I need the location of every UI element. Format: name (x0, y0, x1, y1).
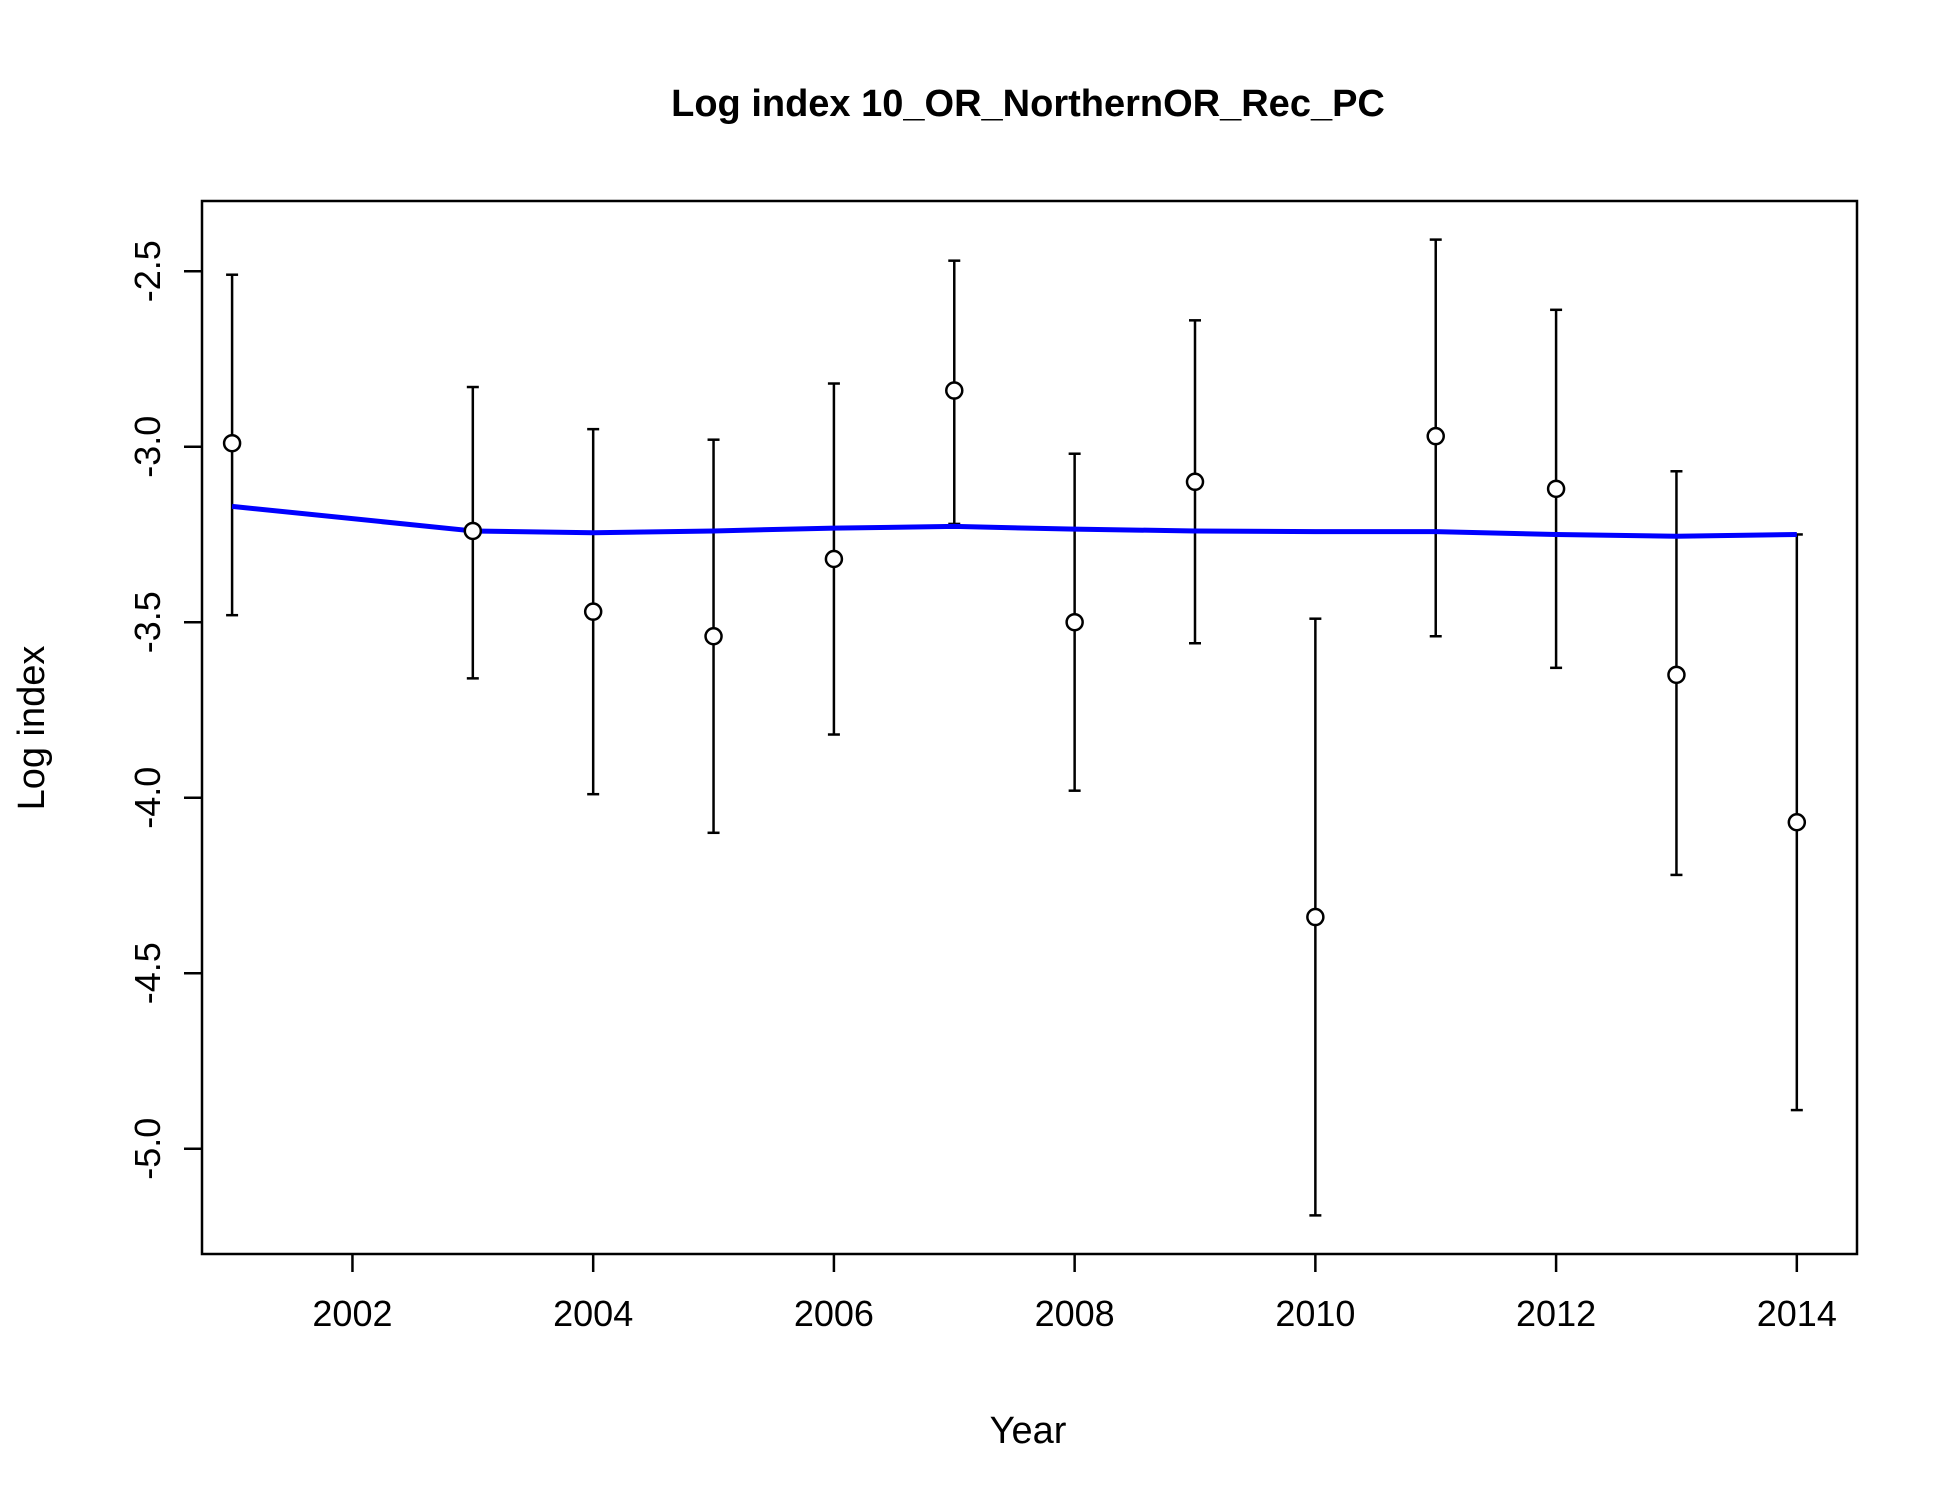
expected-line (231, 503, 1797, 539)
y-axis: -2.5 -3.0 -3.5 -4.0 -4.5 -5.0 (127, 240, 202, 1180)
expected-line-group (231, 503, 1797, 539)
x-tick-label: 2014 (1757, 1293, 1837, 1334)
data-point (222, 433, 242, 453)
chart-title: Log index 10_OR_NorthernOR_Rec_PC (671, 83, 1385, 125)
data-point (1426, 426, 1445, 446)
x-axis-title: Year (990, 1410, 1067, 1452)
data-point (1546, 479, 1566, 499)
x-tick-label: 2006 (794, 1293, 874, 1334)
data-point (1787, 813, 1807, 832)
y-tick-label: -3.5 (127, 591, 168, 653)
x-tick-label: 2008 (1035, 1293, 1115, 1334)
y-tick-label: -5.0 (127, 1118, 168, 1180)
x-axis: 2002 2004 2006 2008 2010 2012 2014 (312, 1254, 1837, 1334)
data-point (583, 602, 603, 621)
x-tick-label: 2010 (1275, 1293, 1355, 1334)
x-tick-label: 2012 (1516, 1293, 1596, 1334)
y-tick-label: -4.0 (127, 767, 168, 829)
data-point (704, 626, 723, 646)
error-bars (226, 238, 1803, 1217)
y-tick-label: -4.5 (127, 942, 168, 1004)
data-point (824, 549, 844, 569)
data-point (1306, 907, 1325, 927)
x-tick-label: 2002 (312, 1293, 392, 1334)
y-axis-title: Log index (11, 646, 53, 811)
y-tick-label: -2.5 (127, 240, 168, 302)
data-point (945, 381, 964, 400)
data-point (1667, 665, 1686, 685)
data-point (1065, 612, 1084, 632)
plot-frame (200, 199, 1859, 1256)
data-point (463, 521, 483, 541)
x-tick-label: 2004 (553, 1293, 633, 1334)
observed-points (222, 381, 1807, 927)
y-tick-label: -3.0 (127, 416, 168, 478)
data-point (1185, 472, 1205, 492)
